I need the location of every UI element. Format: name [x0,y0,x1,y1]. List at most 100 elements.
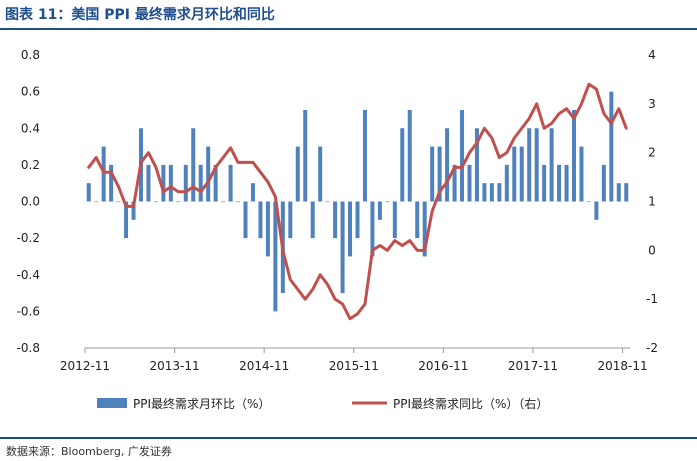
title-divider [0,28,697,30]
bar-2016-01 [370,201,375,257]
bar-2014-04 [213,164,218,202]
y-right-tick-label: 2 [648,146,656,160]
bar-2016-08 [422,201,427,257]
bar-2016-06 [407,109,412,202]
bar-2014-08 [243,201,248,239]
bar-2014-02 [198,164,203,202]
x-tick-label: 2012-11 [60,359,110,373]
bar-2016-11 [445,128,450,202]
y-left-tick-label: -0.4 [17,268,40,282]
bar-2018-04 [572,109,577,202]
y-left-tick-label: -0.6 [17,304,40,318]
y-right-tick-label: 1 [648,195,656,209]
bar-2017-04 [482,183,487,202]
bar-2014-05 [221,201,226,203]
bar-2014-09 [250,183,255,202]
bar-2014-07 [236,201,241,203]
bar-2014-03 [206,146,211,202]
chart-title: 图表 11：美国 PPI 最终需求月环比和同比 [5,7,275,23]
plot-area [86,82,629,321]
footer-divider [0,437,697,439]
bar-2013-10 [168,164,173,202]
bar-2015-09 [340,201,345,294]
bar-2015-11 [355,201,360,239]
bar-2014-12 [273,201,278,312]
source-note: 数据来源：Bloomberg, 广发证券 [6,445,172,458]
x-tick-label: 2018-11 [597,359,647,373]
bar-2016-07 [415,201,420,239]
x-tick-label: 2016-11 [418,359,468,373]
bar-2015-08 [333,201,338,239]
y-left-tick-label: 0.4 [21,121,40,135]
bar-2016-03 [385,201,390,203]
bar-2015-12 [362,109,367,202]
bar-2013-05 [131,201,136,220]
bar-2013-12 [183,164,188,202]
y-left-tick-label: 0.8 [21,48,40,62]
bar-2018-10 [616,183,621,202]
bar-2014-06 [228,164,233,202]
y-right-tick-label: 0 [648,243,656,257]
bar-2015-03 [295,146,300,202]
bar-2016-05 [400,128,405,202]
bar-2016-02 [377,201,382,220]
y-right-tick-label: -2 [646,341,658,355]
title-bar: 图表 11：美国 PPI 最终需求月环比和同比 [0,0,697,28]
y-right-tick-label: 3 [648,97,656,111]
bar-2017-08 [512,146,517,202]
x-tick-label: 2014-11 [239,359,289,373]
bar-2013-02 [109,164,114,202]
bar-2017-10 [527,128,532,202]
bar-2013-07 [146,164,151,202]
bar-2017-11 [534,128,539,202]
bar-2018-01 [549,128,554,202]
legend-label-yoy: PPI最终需求同比（%）（右） [393,396,548,411]
bar-2018-09 [609,91,614,202]
bar-2013-09 [161,164,166,202]
bar-2017-07 [504,164,509,202]
bar-2017-06 [497,183,502,202]
bar-2015-05 [310,201,315,239]
bar-2017-05 [489,183,494,202]
bar-2018-05 [579,146,584,202]
bar-2017-02 [467,164,472,202]
x-tick-label: 2017-11 [508,359,558,373]
bar-2018-06 [586,201,591,203]
legend-label-mom: PPI最终需求月环比（%） [133,396,270,411]
axes: 2012-11 2013-11 2014-11 2015-11 2016-11 2017-… [17,48,658,373]
bar-2016-12 [452,164,457,202]
bar-2017-01 [460,109,465,202]
bar-2015-07 [325,201,330,203]
bar-2018-11 [624,183,629,202]
bar-2018-07 [594,201,599,220]
y-left-tick-label: -0.8 [17,341,40,355]
bar-2013-03 [116,201,121,203]
bar-2018-03 [564,164,569,202]
bar-2014-01 [191,128,196,202]
bar-2017-09 [519,146,524,202]
y-left-tick-label: 0.6 [21,85,40,99]
legend-swatch-mom [97,398,127,408]
bar-2013-11 [176,201,181,203]
bar-2014-10 [258,201,263,239]
bar-2016-04 [392,201,397,239]
yoy-line [87,82,628,321]
bar-2015-10 [348,201,353,257]
bar-2016-10 [437,146,442,202]
y-left-tick-label: 0.0 [21,195,40,209]
x-tick-label: 2013-11 [150,359,200,373]
y-left-tick-label: -0.2 [17,231,40,245]
bar-2013-01 [101,146,106,202]
bar-2016-09 [430,146,435,202]
bar-2013-08 [153,201,158,203]
bar-2017-12 [542,164,547,202]
bar-2017-03 [474,128,479,202]
x-tick-label: 2015-11 [329,359,379,373]
y-left-tick-label: 0.2 [21,158,40,172]
bar-2014-11 [265,201,270,257]
y-right-tick-label: 4 [648,48,656,62]
chart: 2012-11 2013-11 2014-11 2015-11 2016-11 2017-… [17,48,658,411]
bar-2012-12 [94,201,99,203]
bar-2013-04 [124,201,129,239]
bar-2015-06 [318,146,323,202]
